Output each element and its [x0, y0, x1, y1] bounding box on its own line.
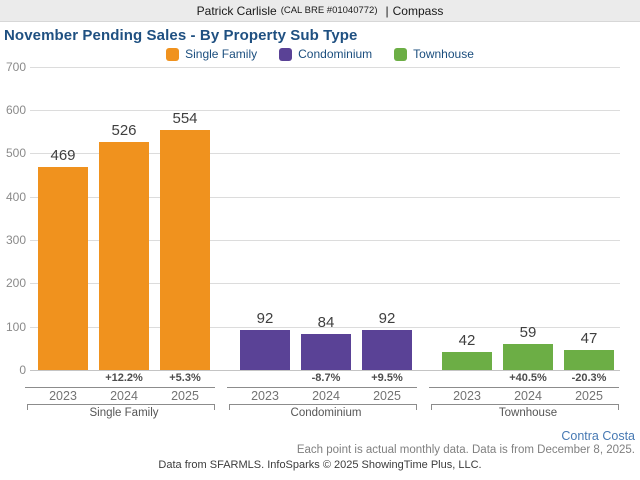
y-axis-tick-600: 600 — [5, 102, 26, 117]
group-name-label: Single Family — [89, 407, 159, 419]
bar-condominium-2025 — [362, 330, 412, 370]
bar-value-label: 59 — [519, 324, 537, 342]
bar-value-label: 554 — [172, 109, 198, 127]
bar-single-family-2025 — [160, 129, 210, 370]
region-label: Contra Costa — [561, 429, 635, 443]
legend-item-single-family: Single Family — [166, 47, 257, 61]
y-axis-tick-0: 0 — [19, 363, 26, 377]
agent-name: Patrick Carlisle — [196, 3, 277, 18]
header-separator: | — [385, 3, 389, 18]
gridline-300 — [30, 239, 620, 241]
year-label: 2024 — [514, 389, 542, 403]
legend-item-townhouse: Townhouse — [394, 47, 474, 61]
y-axis-tick-500: 500 — [5, 146, 26, 161]
bar-value-label: 47 — [580, 329, 598, 347]
data-note: Each point is actual monthly data. Data … — [296, 444, 635, 456]
group-bracket — [27, 404, 215, 410]
year-label: 2024 — [312, 389, 340, 403]
year-label: 2024 — [110, 389, 138, 403]
group-underline — [429, 387, 619, 388]
legend-label-townhouse: Townhouse — [413, 47, 474, 61]
year-label: 2025 — [171, 389, 199, 403]
bar-townhouse-2023 — [442, 351, 492, 370]
y-axis-tick-400: 400 — [5, 189, 26, 204]
bar-value-label: 84 — [317, 313, 335, 331]
bar-value-label: 469 — [50, 146, 76, 164]
bar-value-label: 42 — [458, 331, 476, 349]
year-label: 2025 — [373, 389, 401, 403]
group-bracket — [431, 404, 619, 410]
legend-item-condominium: Condominium — [279, 47, 372, 61]
townhouse-swatch-icon — [394, 47, 408, 61]
year-label: 2025 — [575, 389, 603, 403]
attribution-footer: Data from SFARMLS. InfoSparks © 2025 Sho… — [158, 459, 482, 471]
bar-condominium-2024 — [301, 333, 351, 370]
brand-name: Compass — [392, 3, 444, 18]
bar-condominium-2023 — [240, 330, 290, 370]
condominium-swatch-icon — [279, 47, 293, 61]
year-label: 2023 — [453, 389, 481, 403]
gridline-500 — [30, 153, 620, 155]
agent-license: (CAL BRE #01040772) — [280, 5, 378, 16]
chart-legend: Single Family Condominium Townhouse — [0, 46, 640, 62]
group-underline — [25, 387, 215, 388]
legend-label-single-family: Single Family — [185, 47, 258, 61]
pct-change-label: -8.7% — [311, 372, 341, 384]
y-axis-tick-700: 700 — [5, 59, 26, 74]
y-axis-tick-300: 300 — [5, 232, 26, 247]
bar-single-family-2024 — [99, 141, 149, 370]
legend-label-condominium: Condominium — [298, 47, 373, 61]
group-name-label: Condominium — [290, 407, 362, 419]
year-label: 2023 — [251, 389, 279, 403]
pct-change-label: -20.3% — [571, 372, 607, 384]
bar-value-label: 526 — [111, 121, 137, 139]
bar-townhouse-2025 — [564, 349, 614, 370]
pct-change-label: +5.3% — [169, 372, 201, 384]
y-axis-tick-100: 100 — [5, 319, 26, 334]
single-family-swatch-icon — [166, 47, 180, 61]
group-underline — [227, 387, 417, 388]
pct-change-label: +9.5% — [371, 372, 403, 384]
group-bracket — [229, 404, 417, 410]
bar-single-family-2023 — [38, 166, 88, 370]
year-label: 2023 — [49, 389, 77, 403]
bar-value-label: 92 — [256, 310, 274, 328]
gridline-400 — [30, 196, 620, 198]
gridline-100 — [30, 326, 620, 328]
pct-change-label: +40.5% — [509, 372, 547, 384]
group-name-label: Townhouse — [498, 407, 558, 419]
agent-header-bar: Patrick Carlisle (CAL BRE #01040772) | C… — [0, 0, 640, 22]
pct-change-label: +12.2% — [105, 372, 143, 384]
bar-value-label: 92 — [378, 310, 396, 328]
gridline-700 — [30, 66, 620, 68]
gridline-600 — [30, 109, 620, 111]
chart-title: November Pending Sales - By Property Sub… — [4, 27, 358, 44]
gridline-200 — [30, 283, 620, 285]
y-axis-tick-200: 200 — [5, 276, 26, 291]
gridline-0 — [30, 370, 620, 371]
bar-townhouse-2024 — [503, 344, 553, 370]
